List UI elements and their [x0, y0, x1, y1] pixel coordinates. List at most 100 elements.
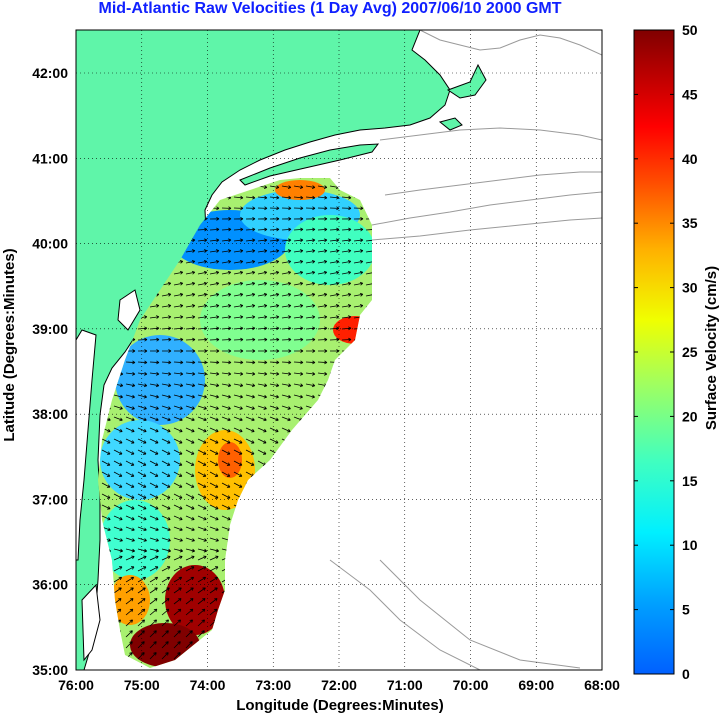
velocity-vector: [125, 537, 135, 542]
velocity-vector: [293, 249, 304, 253]
velocity-vector: [209, 576, 219, 583]
velocity-vector: [197, 630, 205, 638]
velocity-vector: [137, 337, 148, 342]
velocity-vector: [281, 227, 292, 232]
velocity-vector: [161, 548, 172, 553]
velocity-vector: [209, 337, 220, 342]
velocity-vector: [101, 504, 111, 510]
velocity-vector: [317, 249, 328, 253]
velocity-vector: [197, 537, 207, 542]
y-tick-label: 37:00: [32, 491, 68, 507]
delaware-bay: [117, 289, 141, 331]
velocity-vector: [149, 515, 159, 521]
velocity-vector: [257, 227, 268, 232]
velocity-vector: [269, 292, 280, 297]
velocity-vector: [185, 349, 196, 353]
velocity-vector: [149, 619, 157, 627]
colorbar-tick-label: 40: [682, 151, 698, 167]
velocity-vector: [101, 471, 111, 477]
velocity-vector: [245, 270, 256, 275]
velocity-vector: [233, 482, 243, 488]
velocity-vector: [137, 360, 148, 365]
velocity-vector: [281, 315, 292, 319]
velocity-vector: [269, 349, 280, 353]
velocity-vector: [161, 427, 171, 433]
velocity-vector: [137, 608, 146, 616]
velocity-vector: [293, 383, 304, 388]
velocity-vector: [161, 619, 169, 627]
velocity-vector: [329, 270, 340, 275]
velocity-vector: [137, 438, 147, 444]
velocity-vector: [173, 515, 183, 521]
velocity-vector: [305, 394, 315, 399]
velocity-vector: [173, 548, 184, 553]
chesapeake-bay: [76, 329, 97, 561]
velocity-vector: [257, 383, 268, 388]
velocity-vector: [365, 292, 372, 297]
velocity-vector: [209, 416, 219, 422]
velocity-vector: [185, 438, 195, 444]
x-tick-label: 71:00: [387, 677, 423, 693]
velocity-vector: [197, 427, 207, 433]
velocity-vector: [221, 304, 232, 308]
velocity-vector: [125, 371, 136, 376]
velocity-vector: [185, 504, 195, 510]
velocity-vector: [197, 438, 207, 444]
velocity-vector: [209, 587, 218, 594]
velocity-vector: [197, 482, 207, 488]
velocity-vector: [185, 292, 196, 297]
velocity-vector: [317, 337, 328, 342]
velocity-vector: [317, 371, 328, 376]
velocity-vector: [317, 315, 328, 319]
velocity-vector: [209, 526, 219, 532]
velocity-vector: [257, 270, 268, 275]
velocity-vector: [305, 259, 316, 264]
velocity-vector: [353, 249, 364, 253]
velocity-vector: [269, 383, 280, 388]
velocity-vector: [365, 249, 372, 253]
velocity-vector: [197, 304, 208, 308]
velocity-vector: [233, 360, 244, 365]
velocity-vector: [125, 608, 134, 616]
velocity-vector: [137, 427, 147, 433]
velocity-vector: [161, 349, 172, 353]
velocity-vector: [185, 576, 195, 583]
velocity-vector: [209, 504, 219, 510]
velocity-vector: [197, 526, 207, 532]
velocity-vector: [185, 304, 196, 308]
velocity-vector: [317, 195, 328, 200]
velocity-vector: [353, 292, 364, 297]
velocity-vector: [209, 227, 220, 232]
velocity-vector: [149, 587, 158, 594]
velocity-vector: [329, 216, 340, 221]
velocity-vector: [137, 619, 145, 627]
velocity-vector: [221, 360, 232, 365]
velocity-vector: [281, 249, 292, 253]
velocity-vector: [113, 515, 123, 521]
velocity-vector: [125, 360, 136, 365]
velocity-vector: [293, 405, 303, 410]
velocity-vector: [245, 360, 256, 365]
velocity-vector: [233, 460, 243, 466]
velocity-vector: [209, 566, 219, 572]
velocity-vector: [173, 471, 183, 477]
velocity-vector: [173, 416, 183, 422]
velocity-vector: [185, 566, 195, 572]
velocity-vector: [149, 576, 159, 583]
velocity-vector: [341, 227, 352, 232]
pamlico-sound: [81, 583, 101, 662]
velocity-vector: [149, 630, 157, 638]
velocity-vector: [161, 652, 169, 660]
velocity-vector: [125, 416, 135, 422]
velocity-vector: [233, 195, 244, 200]
velocity-vector: [221, 427, 231, 433]
velocity-vector: [281, 304, 292, 308]
velocity-vector: [281, 270, 292, 275]
velocity-vector: [233, 383, 244, 388]
x-tick-label: 70:00: [453, 677, 489, 693]
velocity-vector: [209, 493, 219, 499]
velocity-vector: [305, 315, 316, 319]
velocity-vector: [329, 259, 340, 264]
velocity-vector: [281, 337, 292, 342]
velocity-vector: [173, 315, 184, 319]
